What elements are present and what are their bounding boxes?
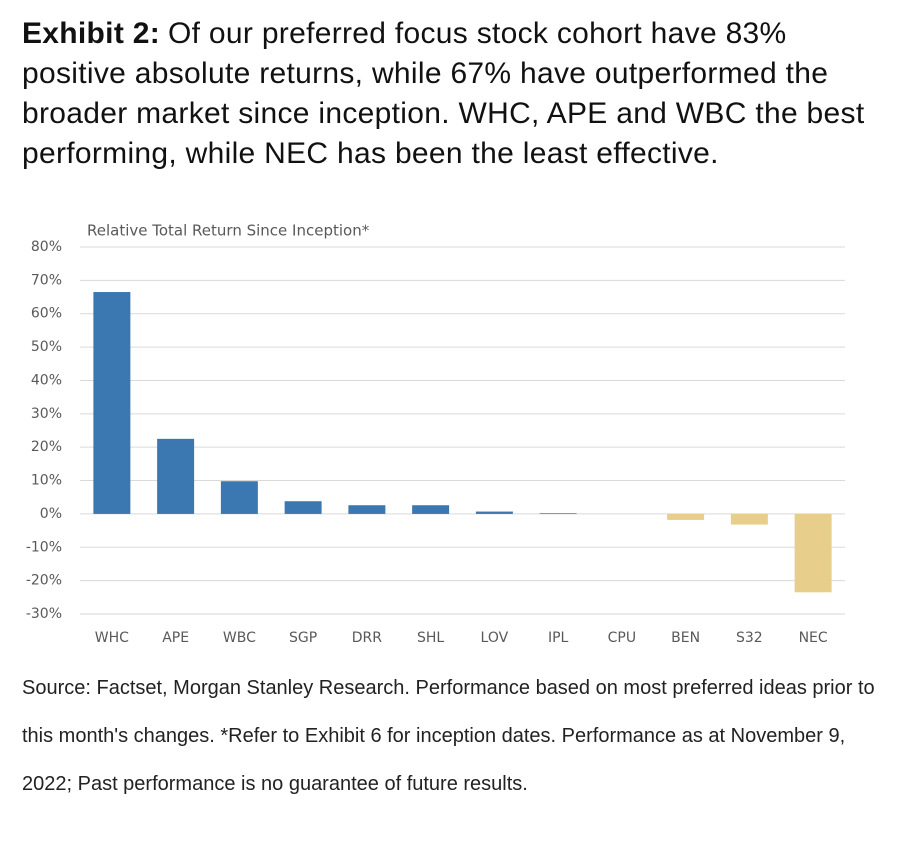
x-tick-label: SGP — [289, 630, 317, 646]
x-tick-label: BEN — [671, 630, 700, 646]
y-tick-label: 20% — [31, 439, 62, 455]
x-tick-label: WBC — [223, 630, 256, 646]
x-tick-label: SHL — [417, 630, 444, 646]
y-tick-label: 10% — [31, 473, 62, 489]
bar — [539, 513, 577, 514]
y-tick-label: 40% — [31, 372, 62, 388]
bar — [667, 513, 705, 520]
y-tick-label: 60% — [31, 306, 62, 322]
bar — [220, 481, 258, 514]
bar — [284, 501, 322, 514]
title-block: Exhibit 2: Of our preferred focus stock c… — [22, 14, 872, 174]
chart-subtitle: Relative Total Return Since Inception* — [87, 222, 370, 240]
y-tick-label: -30% — [26, 606, 62, 622]
x-tick-label: LOV — [481, 630, 509, 646]
x-tick-label: S32 — [736, 630, 763, 646]
y-tick-label: 50% — [31, 339, 62, 355]
y-tick-label: -20% — [26, 573, 62, 589]
title-label: Exhibit 2: — [22, 17, 161, 50]
chart: Relative Total Return Since Inception* -… — [26, 222, 845, 646]
bar — [475, 511, 513, 514]
x-tick-label: NEC — [799, 630, 828, 646]
bar — [157, 438, 195, 514]
bar — [794, 513, 832, 593]
x-tick-label: APE — [162, 630, 189, 646]
x-tick-label: CPU — [608, 630, 636, 646]
bar — [412, 505, 450, 514]
x-tick-label: DRR — [352, 630, 383, 646]
y-tick-label: 0% — [40, 506, 62, 522]
bar — [348, 505, 386, 514]
bar — [730, 513, 768, 525]
y-tick-label: -10% — [26, 539, 62, 555]
y-tick-label: 70% — [31, 272, 62, 288]
chart-title: Of our preferred focus stock cohort have… — [22, 17, 865, 170]
bar — [93, 292, 131, 514]
y-tick-label: 30% — [31, 406, 62, 422]
x-tick-label: WHC — [95, 630, 129, 646]
x-tick-label: IPL — [548, 630, 569, 646]
y-tick-label: 80% — [31, 239, 62, 255]
source-note: Source: Factset, Morgan Stanley Research… — [22, 677, 875, 795]
